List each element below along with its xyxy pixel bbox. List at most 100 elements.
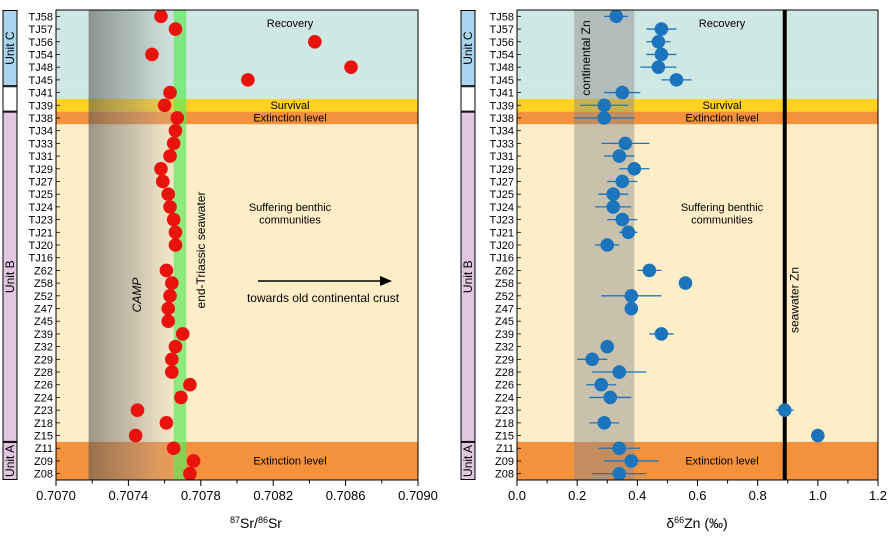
sample-label: TJ45 — [490, 75, 514, 87]
zn-point-tj39 — [597, 98, 612, 113]
sr-point-tj33 — [166, 136, 181, 151]
unit-box-1 — [460, 86, 476, 112]
sample-label: TJ31 — [490, 151, 514, 163]
x-tick-label: 0.7074 — [109, 488, 149, 503]
sr-point-tj27 — [155, 174, 170, 189]
sample-label: Z18 — [495, 418, 514, 430]
zn-point-z09 — [624, 454, 639, 468]
sample-label: TJ20 — [29, 240, 53, 252]
zn-point-tj20 — [600, 238, 615, 252]
unit-box-0 — [2, 10, 18, 87]
sample-label: Z32 — [34, 342, 53, 354]
sample-label: Z58 — [34, 278, 53, 290]
sr-point-z28 — [165, 365, 179, 379]
sample-label: Z08 — [495, 469, 514, 481]
zn-point-tj21 — [621, 225, 636, 240]
sample-label: Z28 — [34, 367, 53, 379]
x-tick-label: 1.0 — [809, 488, 827, 503]
sr-point-tj31 — [163, 149, 177, 163]
sample-label: Z39 — [495, 329, 514, 341]
survival-label: Survival — [702, 100, 741, 112]
xlabel-delta: δ — [666, 515, 674, 531]
sr-point-tj24 — [163, 200, 177, 214]
sample-label: Z23 — [34, 405, 53, 417]
zn-point-z26 — [594, 377, 609, 392]
sample-label: TJ38 — [490, 113, 514, 125]
sr-point-tj21 — [168, 225, 183, 240]
sample-label: TJ56 — [29, 37, 53, 49]
x-axis-ticks: 0.0 0.2 0.4 0.6 0.8 1.0 1.2 — [508, 480, 887, 503]
recovery-label: Recovery — [267, 18, 314, 30]
extinction-label-upper: Extinction level — [685, 112, 758, 124]
sr-point-tj41 — [163, 85, 177, 100]
sr-point-tj57 — [168, 22, 183, 36]
sr-point-tj58 — [154, 9, 168, 24]
sample-label: TJ21 — [29, 227, 53, 239]
recovery-zone — [517, 86, 878, 99]
x-tick-label: 0.7090 — [398, 488, 438, 503]
unit-box-0 — [460, 10, 476, 87]
sample-label: TJ57 — [29, 24, 53, 36]
zn-point-z23 — [777, 403, 792, 417]
sample-label: Z24 — [495, 392, 514, 404]
xlabel-zn-permil: Zn (‰) — [684, 515, 728, 531]
sr-point-z18 — [159, 416, 174, 430]
x-axis-label: 87Sr/86Sr — [230, 515, 282, 531]
x-tick-label: 0.7082 — [253, 488, 293, 503]
sr-point-z58 — [165, 276, 179, 290]
zn-point-tj24 — [606, 200, 621, 214]
sr-point-tj48 — [344, 60, 358, 74]
unit-label: Unit B — [3, 260, 17, 293]
sample-label: TJ41 — [29, 88, 53, 100]
sample-label: Z39 — [34, 329, 53, 341]
sample-label: TJ34 — [490, 126, 514, 138]
zn-point-z62 — [642, 263, 657, 278]
sample-label: TJ25 — [490, 189, 514, 201]
sr-point-z09 — [186, 454, 201, 468]
sample-label: Z24 — [34, 392, 53, 404]
zn-point-z18 — [597, 416, 612, 430]
sr-point-tj56 — [308, 34, 322, 49]
zn-point-tj31 — [612, 149, 627, 163]
sample-label: TJ20 — [490, 240, 514, 252]
sample-label: TJ24 — [29, 202, 53, 214]
unit-label: Unit B — [461, 260, 475, 293]
sr-point-tj20 — [168, 238, 183, 252]
suffering-label-line2: communities — [259, 215, 321, 227]
suffering-label-line1: Suffering benthic — [249, 202, 332, 214]
xlabel-sup-86: 86 — [258, 515, 268, 525]
sample-label: TJ25 — [29, 189, 53, 201]
recovery-label: Recovery — [699, 18, 746, 30]
sample-label: Z62 — [495, 265, 514, 277]
sample-label: Z09 — [495, 456, 514, 468]
seawater-zn-label: seawater Zn — [788, 267, 802, 333]
extinction-label-lower: Extinction level — [253, 455, 326, 467]
unit-column: Unit C Unit B Unit A — [2, 10, 18, 481]
zn-point-z24 — [603, 390, 618, 405]
sample-label: Z26 — [34, 380, 53, 392]
sample-label: TJ39 — [29, 100, 53, 112]
sample-label: Z29 — [34, 354, 53, 366]
unit-label: Unit A — [461, 445, 475, 477]
sample-label: TJ48 — [490, 62, 514, 74]
x-axis-label: δ66Zn (‰) — [666, 515, 727, 531]
sample-label: Z23 — [495, 405, 514, 417]
camp-label: CAMP — [130, 278, 144, 313]
sample-label: TJ29 — [29, 164, 53, 176]
sample-label: Z08 — [34, 469, 53, 481]
zn-point-tj54 — [654, 47, 669, 62]
sample-label: TJ38 — [29, 113, 53, 125]
sample-label: Z09 — [34, 456, 53, 468]
zn-point-tj56 — [651, 34, 666, 49]
zn-point-tj38 — [597, 111, 612, 125]
sample-label: TJ54 — [29, 49, 53, 61]
sr-point-tj23 — [166, 212, 181, 227]
sample-label: Z52 — [495, 291, 514, 303]
continental-crust-arrow — [258, 276, 392, 286]
sample-label: TJ33 — [29, 138, 53, 150]
sr-point-tj45 — [241, 73, 255, 87]
zn-point-z15 — [811, 428, 825, 443]
sample-label: Z62 — [34, 265, 53, 277]
